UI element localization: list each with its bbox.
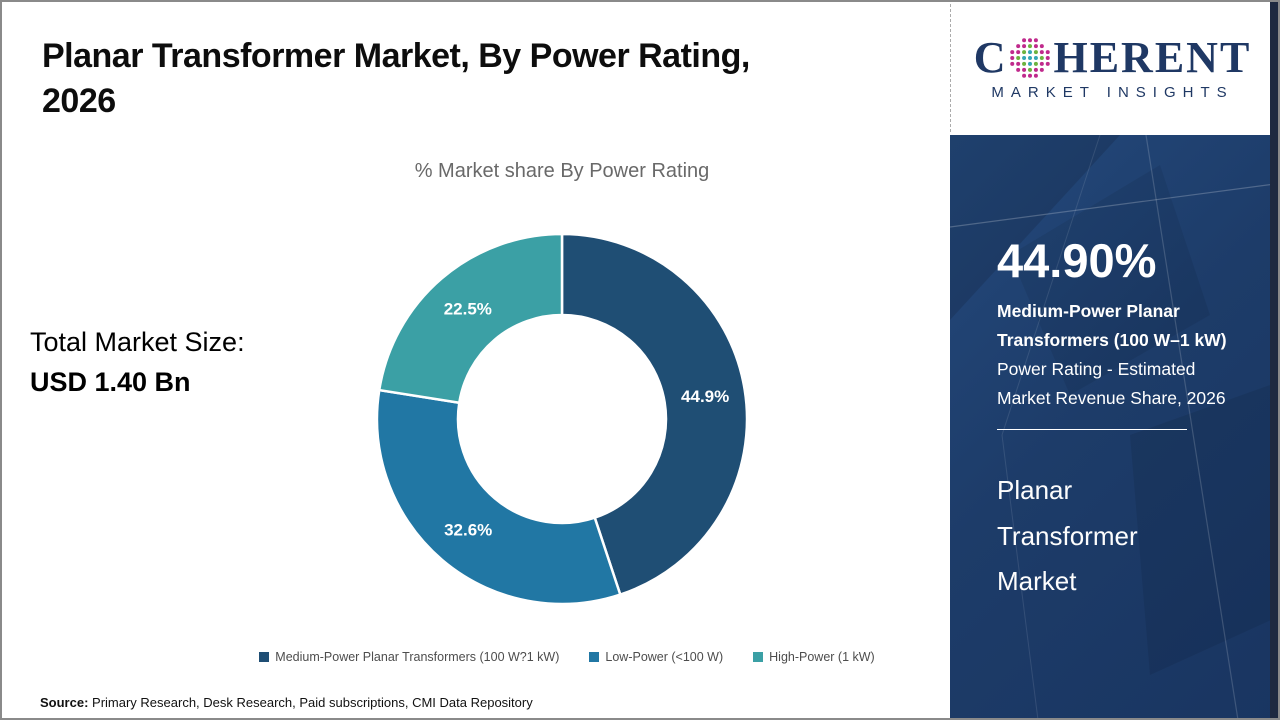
- globe-dot: [1016, 61, 1021, 66]
- right-edge-strip: [1270, 2, 1278, 718]
- stat-desc-rest: Power Rating - Estimated Market Revenue …: [997, 359, 1226, 408]
- source-text: Primary Research, Desk Research, Paid su…: [88, 695, 533, 710]
- globe-dot: [1034, 43, 1039, 48]
- page-title-line2: 2026: [42, 82, 116, 120]
- globe-dot: [1010, 55, 1015, 60]
- legend-label: Low-Power (<100 W): [605, 650, 724, 664]
- logo-rest: HERENT: [1053, 32, 1252, 82]
- side-panel-content: 44.90% Medium-Power Planar Transformers …: [950, 135, 1278, 605]
- globe-dot: [1016, 67, 1021, 72]
- globe-dot: [1028, 49, 1033, 54]
- globe-dot: [1028, 61, 1033, 66]
- chart-legend: Medium-Power Planar Transformers (100 W?…: [167, 650, 967, 664]
- highlight-stat-value: 44.90%: [997, 234, 1157, 287]
- logo-letter-c: C: [973, 32, 1008, 82]
- panel-divider: [997, 429, 1187, 430]
- globe-dot: [1046, 61, 1051, 66]
- legend-label: High-Power (1 kW): [769, 650, 875, 664]
- globe-dot: [1022, 67, 1027, 72]
- globe-dot: [1034, 61, 1039, 66]
- globe-dot: [1010, 61, 1015, 66]
- chart-subtitle: % Market share By Power Rating: [414, 160, 710, 182]
- globe-dots-icon: [1010, 37, 1051, 78]
- brand-logo-subtext: MARKET INSIGHTS: [991, 83, 1234, 101]
- brand-logo: C HERENT: [973, 32, 1252, 82]
- globe-dot: [1016, 43, 1021, 48]
- legend-marker: [589, 652, 600, 662]
- globe-dot: [1022, 37, 1027, 42]
- stat-desc-bold: Medium-Power Planar Transformers (100 W–…: [997, 301, 1227, 350]
- globe-dot: [1040, 43, 1045, 48]
- donut-chart: 44.9% 32.6% 22.5%: [372, 229, 752, 609]
- globe-dot: [1022, 49, 1027, 54]
- donut-slice: [378, 232, 564, 404]
- globe-dot: [1040, 49, 1045, 54]
- globe-dot: [1028, 73, 1033, 78]
- globe-dot: [1034, 49, 1039, 54]
- legend-label: Medium-Power Planar Transformers (100 W?…: [275, 650, 560, 664]
- globe-dot: [1040, 61, 1045, 66]
- globe-dot: [1034, 55, 1039, 60]
- globe-dot: [1028, 67, 1033, 72]
- globe-dot: [1034, 67, 1039, 72]
- donut-chart-svg: 44.9% 32.6% 22.5%: [375, 232, 749, 606]
- globe-dot: [1022, 43, 1027, 48]
- total-market-size-label: Total Market Size:: [30, 327, 245, 357]
- total-market-size-value: USD 1.40 Bn: [30, 367, 191, 397]
- globe-dot: [1040, 55, 1045, 60]
- brand-logo-box: C HERENT MARKET INSIGHTS: [950, 4, 1274, 132]
- slice-data-label: 44.9%: [681, 387, 729, 406]
- globe-dot: [1022, 61, 1027, 66]
- source-line: Source: Primary Research, Desk Research,…: [40, 695, 533, 710]
- globe-dot: [1034, 37, 1039, 42]
- slice-data-label: 32.6%: [444, 521, 492, 540]
- donut-slice: [560, 232, 749, 596]
- highlight-stat-description: Medium-Power Planar Transformers (100 W–…: [997, 297, 1247, 413]
- globe-dot: [1016, 49, 1021, 54]
- legend-item: Medium-Power Planar Transformers (100 W?…: [259, 650, 559, 664]
- legend-marker: [753, 652, 764, 662]
- slice-data-label: 22.5%: [444, 300, 492, 319]
- globe-dot: [1028, 37, 1033, 42]
- globe-dot: [1028, 55, 1033, 60]
- legend-item: Low-Power (<100 W): [589, 650, 723, 664]
- page-title-line1: Planar Transformer Market, By Power Rati…: [42, 37, 750, 75]
- page-title: Planar Transformer Market, By Power Rati…: [42, 34, 750, 124]
- globe-dot: [1046, 49, 1051, 54]
- legend-marker: [259, 652, 270, 662]
- globe-dot: [1034, 73, 1039, 78]
- market-name: Planar Transformer Market: [997, 475, 1138, 596]
- globe-dot: [1010, 49, 1015, 54]
- source-prefix: Source:: [40, 695, 89, 710]
- globe-dot: [1022, 55, 1027, 60]
- donut-slice: [375, 388, 622, 606]
- globe-dot: [1022, 73, 1027, 78]
- total-market-size: Total Market Size: USD 1.40 Bn: [30, 322, 245, 402]
- side-panel: 44.90% Medium-Power Planar Transformers …: [950, 135, 1278, 718]
- globe-dot: [1016, 55, 1021, 60]
- globe-dot: [1028, 43, 1033, 48]
- legend-item: High-Power (1 kW): [753, 650, 875, 664]
- globe-dot: [1040, 67, 1045, 72]
- globe-dot: [1046, 55, 1051, 60]
